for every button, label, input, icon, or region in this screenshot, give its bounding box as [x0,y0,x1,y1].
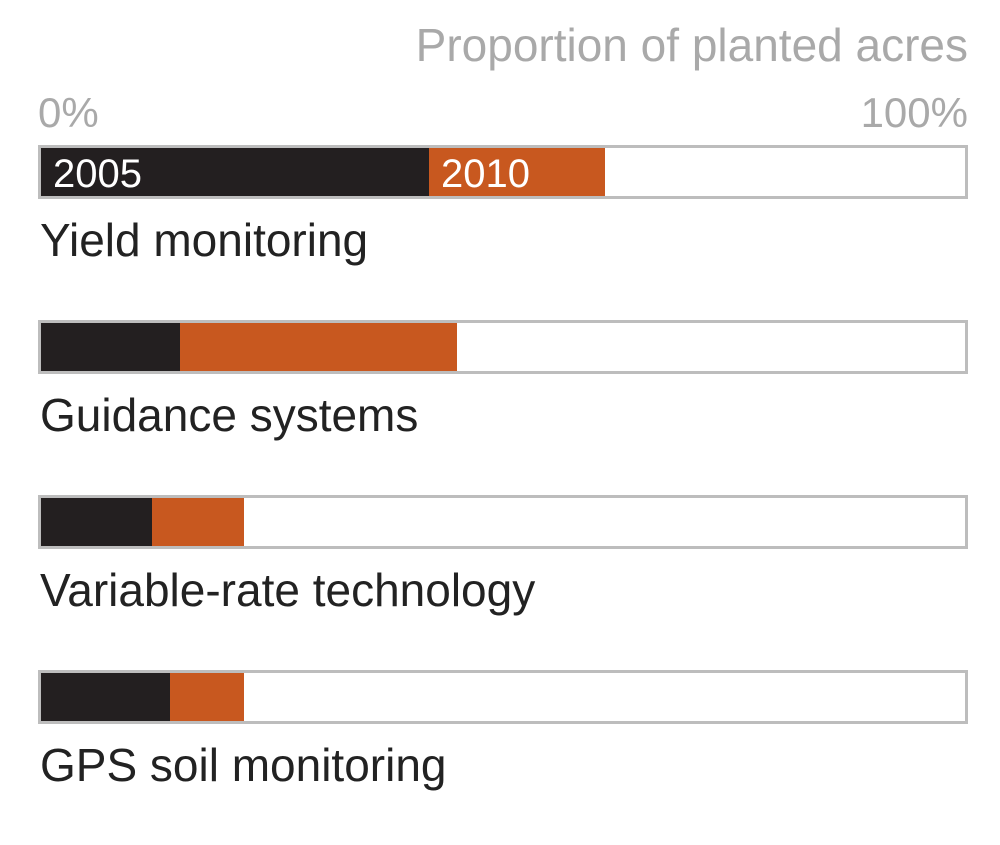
bar-chart: Proportion of planted acres 0% 100% 2005… [38,19,968,791]
bar-track: 2005 2010 [38,145,968,199]
bar-2005 [41,498,152,546]
series-label-2010: 2010 [441,152,530,196]
axis-tick-max-label: 100% [860,89,968,136]
bar-2005 [41,148,429,196]
chart-title: Proportion of planted acres [415,19,968,71]
bar-track [38,320,968,374]
bar-row: Variable-rate technology [38,495,968,670]
axis-tick-min-label: 0% [38,89,99,136]
category-label: Variable-rate technology [40,564,536,616]
category-label: Yield monitoring [40,214,369,266]
series-label-2005: 2005 [53,152,142,196]
bar-2005 [41,323,180,371]
bar-track [38,670,968,724]
category-label: GPS soil monitoring [40,739,447,791]
bar-row: Guidance systems [38,320,968,495]
bar-row: GPS soil monitoring [38,670,968,845]
bar-track [38,495,968,549]
bar-row: 2005 2010 Yield monitoring [38,145,968,320]
category-label: Guidance systems [40,389,419,441]
bar-2005 [41,673,170,721]
